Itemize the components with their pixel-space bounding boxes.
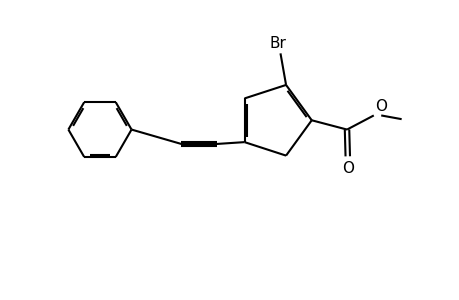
Text: O: O xyxy=(341,161,353,176)
Text: Br: Br xyxy=(269,36,285,51)
Text: O: O xyxy=(375,99,386,114)
